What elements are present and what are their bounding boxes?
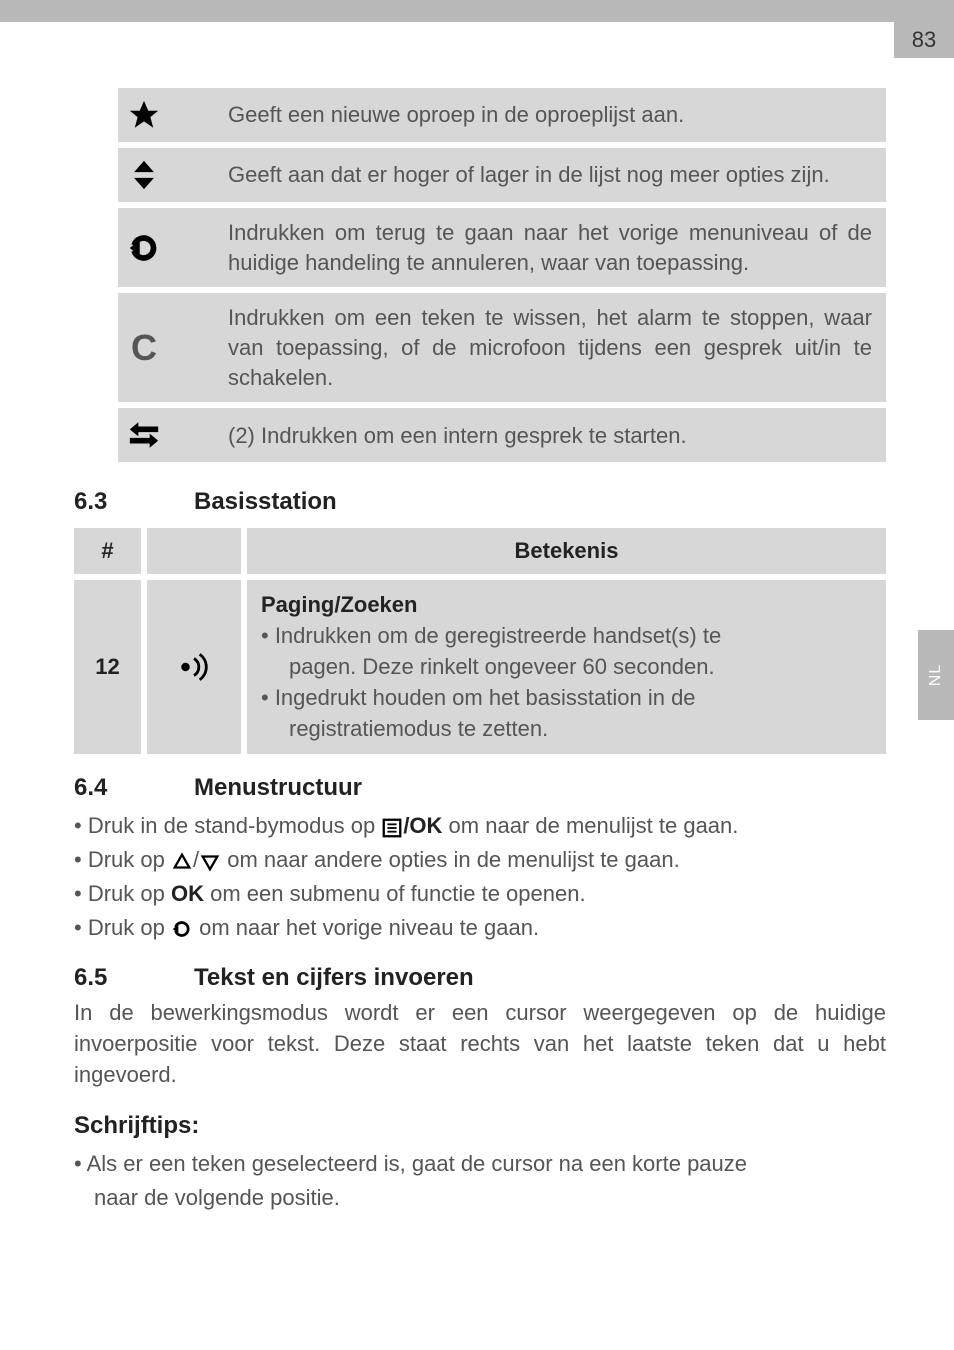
bullet-line: • Ingedrukt houden om het basisstation i…: [261, 683, 872, 714]
menu-list-icon: [381, 817, 403, 839]
col-icon-header: [144, 528, 244, 577]
section-heading-65: 6.5Tekst en cijfers invoeren: [74, 964, 886, 992]
row-description: Paging/Zoeken • Indrukken om de geregist…: [244, 577, 886, 754]
section-number: 6.4: [74, 774, 194, 802]
row-text: Indrukken om terug te gaan naar het vori…: [214, 205, 886, 290]
col-hash-header: #: [74, 528, 144, 577]
basisstation-table: # Betekenis 12 Paging/Zoeken • Indrukken…: [74, 528, 886, 754]
table-row: 12 Paging/Zoeken • Indrukken om de gereg…: [74, 577, 886, 754]
section-title: Tekst en cijfers invoeren: [194, 964, 474, 991]
row-number: 12: [74, 577, 144, 754]
bullet-line: • Druk in de stand-bymodus op /OK om naa…: [74, 810, 886, 842]
page-number: 83: [894, 22, 954, 58]
bullet-line: registratiemodus te zetten.: [261, 714, 872, 745]
table-row: C Indrukken om een teken te wissen, het …: [74, 290, 886, 405]
table-row: (2) Indrukken om een intern gesprek te s…: [74, 405, 886, 465]
schrijftips-heading: Schrijftips:: [74, 1112, 886, 1140]
bullet-line: pagen. Deze rinkelt ongeveer 60 seconden…: [261, 652, 872, 683]
ok-text: OK: [171, 881, 204, 906]
bullet-line: • Druk op OK om een submenu of functie t…: [74, 878, 886, 910]
row-text: (2) Indrukken om een intern gesprek te s…: [214, 405, 886, 465]
menu-ok-text: /OK: [403, 813, 442, 838]
paging-signal-icon: [177, 650, 211, 684]
star-icon: [127, 98, 161, 132]
bullet-line: • Druk op / om naar andere opties in de …: [74, 844, 886, 876]
clear-c-icon: C: [131, 327, 157, 368]
bullet-line: naar de volgende positie.: [74, 1182, 886, 1214]
icon-meaning-table: Geeft een nieuwe oproep in de oproeplijs…: [74, 82, 886, 468]
section-title: Menustructuur: [194, 774, 362, 801]
col-betekenis-header: Betekenis: [244, 528, 886, 577]
table-row: Geeft aan dat er hoger of lager in de li…: [74, 145, 886, 205]
side-tab-label: NL: [927, 664, 945, 686]
back-arrow-icon: [127, 231, 161, 265]
row-text: Geeft aan dat er hoger of lager in de li…: [214, 145, 886, 205]
table-row: Indrukken om terug te gaan naar het vori…: [74, 205, 886, 290]
swap-arrows-icon: [127, 418, 161, 452]
section-65-paragraph: In de bewerkingsmodus wordt er een curso…: [74, 998, 886, 1090]
page-content: Geeft een nieuwe oproep in de oproeplijs…: [74, 82, 886, 1216]
row-text: Geeft een nieuwe oproep in de oproeplijs…: [214, 85, 886, 145]
bullet-line: • Als er een teken geselecteerd is, gaat…: [74, 1148, 886, 1180]
section-heading-64: 6.4Menustructuur: [74, 774, 886, 802]
table-row: Geeft een nieuwe oproep in de oproeplijs…: [74, 85, 886, 145]
side-tab: NL: [918, 630, 954, 720]
section-title: Basisstation: [194, 488, 337, 515]
schrijftips-bullets: • Als er een teken geselecteerd is, gaat…: [74, 1148, 886, 1214]
section-number: 6.3: [74, 488, 194, 516]
down-triangle-icon: [199, 851, 221, 873]
section-number: 6.5: [74, 964, 194, 992]
updown-icon: [127, 158, 161, 192]
section-heading-63: 6.3Basisstation: [74, 488, 886, 516]
bullet-line: • Druk op om naar het vorige niveau te g…: [74, 912, 886, 944]
section-64-bullets: • Druk in de stand-bymodus op /OK om naa…: [74, 810, 886, 944]
bullet-line: • Indrukken om de geregistreerde handset…: [261, 621, 872, 652]
top-bar: [0, 0, 954, 22]
up-triangle-icon: [171, 851, 193, 873]
row-text: Indrukken om een teken te wissen, het al…: [214, 290, 886, 405]
paging-heading: Paging/Zoeken: [261, 590, 872, 621]
back-arrow-icon: [171, 918, 193, 940]
